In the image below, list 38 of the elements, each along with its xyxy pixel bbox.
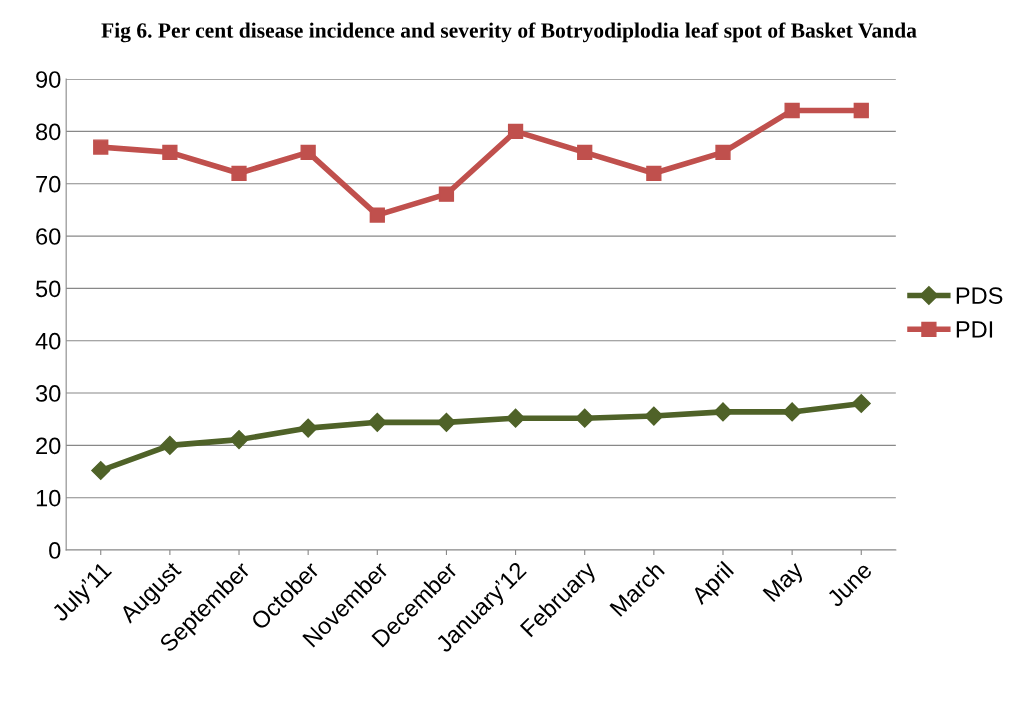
point	[436, 412, 456, 432]
point	[782, 402, 802, 422]
y-tick-label: 80	[36, 123, 61, 141]
legend-label: PDI	[956, 321, 993, 338]
y-tick-label: 40	[35, 332, 61, 350]
point	[577, 144, 593, 160]
point	[507, 123, 524, 140]
legend-label: PDS	[956, 287, 1003, 304]
point	[300, 144, 316, 160]
y-tick-label: 60	[36, 228, 61, 245]
y-tick-label: 10	[36, 489, 61, 507]
point	[162, 144, 178, 160]
point	[851, 393, 871, 414]
y-tick-label: 70	[36, 175, 61, 193]
point	[229, 430, 249, 450]
point	[644, 406, 664, 426]
point	[646, 165, 662, 181]
point	[367, 412, 387, 432]
chart-title: Fig 6. Per cent disease incidence and severity of Botryodiplodia leaf spot of Basket Vanda	[101, 22, 917, 43]
point	[91, 460, 111, 481]
point	[369, 207, 385, 223]
y-tick-label: 0	[49, 542, 61, 559]
point	[160, 435, 180, 455]
point	[93, 139, 109, 155]
point	[784, 102, 800, 119]
point	[715, 144, 731, 160]
point	[231, 165, 247, 181]
point	[575, 408, 595, 428]
y-tick-label: 30	[35, 385, 61, 402]
y-tick-label: 90	[36, 71, 61, 88]
point	[506, 408, 526, 428]
x-tick-label: May	[762, 560, 808, 606]
y-tick-label: 50	[35, 280, 61, 298]
y-tick-label: 20	[36, 437, 61, 455]
point	[853, 102, 869, 119]
point	[713, 402, 733, 422]
point	[298, 418, 318, 438]
point	[438, 186, 455, 202]
